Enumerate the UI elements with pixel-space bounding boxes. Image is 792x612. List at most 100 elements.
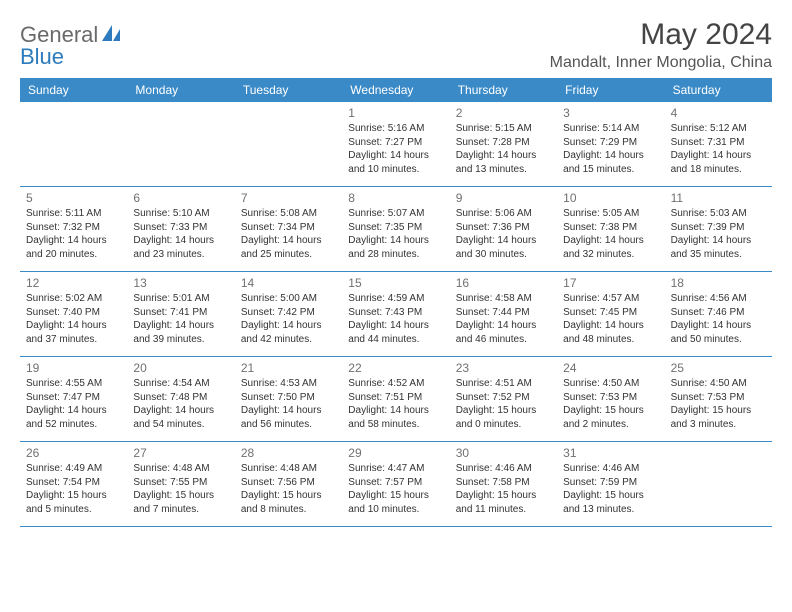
day-info-line: Sunrise: 4:55 AM xyxy=(26,377,121,391)
day-number: 16 xyxy=(456,276,551,290)
day-info-line: and 52 minutes. xyxy=(26,418,121,432)
day-info-line: Daylight: 14 hours xyxy=(241,404,336,418)
day-cell: 8Sunrise: 5:07 AMSunset: 7:35 PMDaylight… xyxy=(342,187,449,271)
day-info-line: Sunrise: 4:51 AM xyxy=(456,377,551,391)
day-info-line: Daylight: 14 hours xyxy=(26,319,121,333)
day-cell: 25Sunrise: 4:50 AMSunset: 7:53 PMDayligh… xyxy=(665,357,772,441)
day-info-line: Sunset: 7:44 PM xyxy=(456,306,551,320)
day-cell: 12Sunrise: 5:02 AMSunset: 7:40 PMDayligh… xyxy=(20,272,127,356)
day-info-line: Sunset: 7:41 PM xyxy=(133,306,228,320)
day-number: 29 xyxy=(348,446,443,460)
day-info-line: Daylight: 15 hours xyxy=(563,404,658,418)
day-info: Sunrise: 5:14 AMSunset: 7:29 PMDaylight:… xyxy=(563,122,658,176)
day-info-line: Sunset: 7:56 PM xyxy=(241,476,336,490)
day-number: 28 xyxy=(241,446,336,460)
day-cell: 28 Sunrise: 4:48 AMSunset: 7:56 PMDayligh… xyxy=(235,442,342,526)
calendar: Sunday Monday Tuesday Wednesday Thursday… xyxy=(20,78,772,527)
day-info-line: Sunrise: 4:50 AM xyxy=(563,377,658,391)
day-number: 15 xyxy=(348,276,443,290)
day-number: 19 xyxy=(26,361,121,375)
day-header-cell: Friday xyxy=(557,78,664,102)
day-info-line: and 10 minutes. xyxy=(348,503,443,517)
day-info-line: Sunrise: 5:03 AM xyxy=(671,207,766,221)
day-info-line: and 3 minutes. xyxy=(671,418,766,432)
location-text: Mandalt, Inner Mongolia, China xyxy=(550,54,772,72)
day-info: Sunrise: 4:53 AMSunset: 7:50 PMDaylight:… xyxy=(241,377,336,431)
day-header-cell: Tuesday xyxy=(235,78,342,102)
day-number: 2 xyxy=(456,106,551,120)
day-cell: 30Sunrise: 4:46 AMSunset: 7:58 PMDayligh… xyxy=(450,442,557,526)
day-info-line: Sunset: 7:55 PM xyxy=(133,476,228,490)
day-info-line: Sunset: 7:58 PM xyxy=(456,476,551,490)
day-info-line: Sunset: 7:29 PM xyxy=(563,136,658,150)
day-cell: 20Sunrise: 4:54 AMSunset: 7:48 PMDayligh… xyxy=(127,357,234,441)
day-info-line: and 44 minutes. xyxy=(348,333,443,347)
day-number: 7 xyxy=(241,191,336,205)
day-info-line: Sunrise: 4:57 AM xyxy=(563,292,658,306)
day-info-line: Sunset: 7:50 PM xyxy=(241,391,336,405)
week-row: 26Sunrise: 4:49 AMSunset: 7:54 PMDayligh… xyxy=(20,442,772,527)
day-cell: 26Sunrise: 4:49 AMSunset: 7:54 PMDayligh… xyxy=(20,442,127,526)
day-info: Sunrise: 4:46 AMSunset: 7:59 PMDaylight:… xyxy=(563,462,658,516)
week-row: 1 Sunrise: 5:16 AMSunset: 7:27 PMDaylight… xyxy=(20,102,772,187)
day-cell: 24Sunrise: 4:50 AMSunset: 7:53 PMDayligh… xyxy=(557,357,664,441)
day-info-line: and 37 minutes. xyxy=(26,333,121,347)
day-info: Sunrise: 4:54 AMSunset: 7:48 PMDaylight:… xyxy=(133,377,228,431)
week-row: 5Sunrise: 5:11 AMSunset: 7:32 PMDaylight… xyxy=(20,187,772,272)
day-number: 25 xyxy=(671,361,766,375)
day-info-line: and 39 minutes. xyxy=(133,333,228,347)
day-info: Sunrise: 5:16 AMSunset: 7:27 PMDaylight:… xyxy=(348,122,443,176)
day-info-line: Daylight: 14 hours xyxy=(133,234,228,248)
day-info: Sunrise: 5:10 AMSunset: 7:33 PMDaylight:… xyxy=(133,207,228,261)
day-cell: 1 Sunrise: 5:16 AMSunset: 7:27 PMDaylight… xyxy=(342,102,449,186)
day-info-line: Daylight: 14 hours xyxy=(26,404,121,418)
day-info: Sunrise: 4:51 AMSunset: 7:52 PMDaylight:… xyxy=(456,377,551,431)
day-info-line: Sunset: 7:47 PM xyxy=(26,391,121,405)
day-info-line: Daylight: 14 hours xyxy=(456,234,551,248)
day-info-line: Sunset: 7:45 PM xyxy=(563,306,658,320)
day-info-line: Sunrise: 5:08 AM xyxy=(241,207,336,221)
day-number: 9 xyxy=(456,191,551,205)
day-info-line: Sunrise: 4:49 AM xyxy=(26,462,121,476)
day-cell: 17Sunrise: 4:57 AMSunset: 7:45 PMDayligh… xyxy=(557,272,664,356)
day-header-cell: Thursday xyxy=(450,78,557,102)
day-number: 14 xyxy=(241,276,336,290)
day-info-line: and 20 minutes. xyxy=(26,248,121,262)
weeks-container: 1 Sunrise: 5:16 AMSunset: 7:27 PMDaylight… xyxy=(20,102,772,527)
day-info: Sunrise: 4:55 AMSunset: 7:47 PMDaylight:… xyxy=(26,377,121,431)
day-info-line: Daylight: 14 hours xyxy=(133,319,228,333)
day-info: Sunrise: 4:47 AMSunset: 7:57 PMDaylight:… xyxy=(348,462,443,516)
day-info-line: Sunrise: 5:15 AM xyxy=(456,122,551,136)
day-info: Sunrise: 5:00 AMSunset: 7:42 PMDaylight:… xyxy=(241,292,336,346)
day-info-line: Sunrise: 4:58 AM xyxy=(456,292,551,306)
day-number: 31 xyxy=(563,446,658,460)
day-number: 1 xyxy=(348,106,443,120)
day-info-line: Daylight: 15 hours xyxy=(348,489,443,503)
day-info-line: and 2 minutes. xyxy=(563,418,658,432)
day-info-line: Sunrise: 5:06 AM xyxy=(456,207,551,221)
day-cell xyxy=(665,442,772,526)
day-info-line: Sunrise: 4:50 AM xyxy=(671,377,766,391)
day-cell: 6Sunrise: 5:10 AMSunset: 7:33 PMDaylight… xyxy=(127,187,234,271)
day-info-line: and 18 minutes. xyxy=(671,163,766,177)
day-number: 22 xyxy=(348,361,443,375)
day-info: Sunrise: 4:48 AMSunset: 7:56 PMDaylight:… xyxy=(241,462,336,516)
day-number: 3 xyxy=(563,106,658,120)
day-info-line: Daylight: 14 hours xyxy=(671,234,766,248)
day-info-line: Sunrise: 5:01 AM xyxy=(133,292,228,306)
day-cell xyxy=(20,102,127,186)
day-number: 10 xyxy=(563,191,658,205)
day-info-line: and 32 minutes. xyxy=(563,248,658,262)
day-info-line: Sunset: 7:33 PM xyxy=(133,221,228,235)
day-info-line: Sunrise: 4:48 AM xyxy=(241,462,336,476)
day-cell: 7Sunrise: 5:08 AMSunset: 7:34 PMDaylight… xyxy=(235,187,342,271)
day-info-line: Sunset: 7:42 PM xyxy=(241,306,336,320)
day-info-line: and 23 minutes. xyxy=(133,248,228,262)
day-info-line: and 11 minutes. xyxy=(456,503,551,517)
day-cell: 31 Sunrise: 4:46 AMSunset: 7:59 PMDayligh… xyxy=(557,442,664,526)
day-info: Sunrise: 5:12 AMSunset: 7:31 PMDaylight:… xyxy=(671,122,766,176)
day-info-line: Sunset: 7:34 PM xyxy=(241,221,336,235)
day-info-line: and 13 minutes. xyxy=(563,503,658,517)
day-info: Sunrise: 4:52 AMSunset: 7:51 PMDaylight:… xyxy=(348,377,443,431)
day-header-cell: Saturday xyxy=(665,78,772,102)
